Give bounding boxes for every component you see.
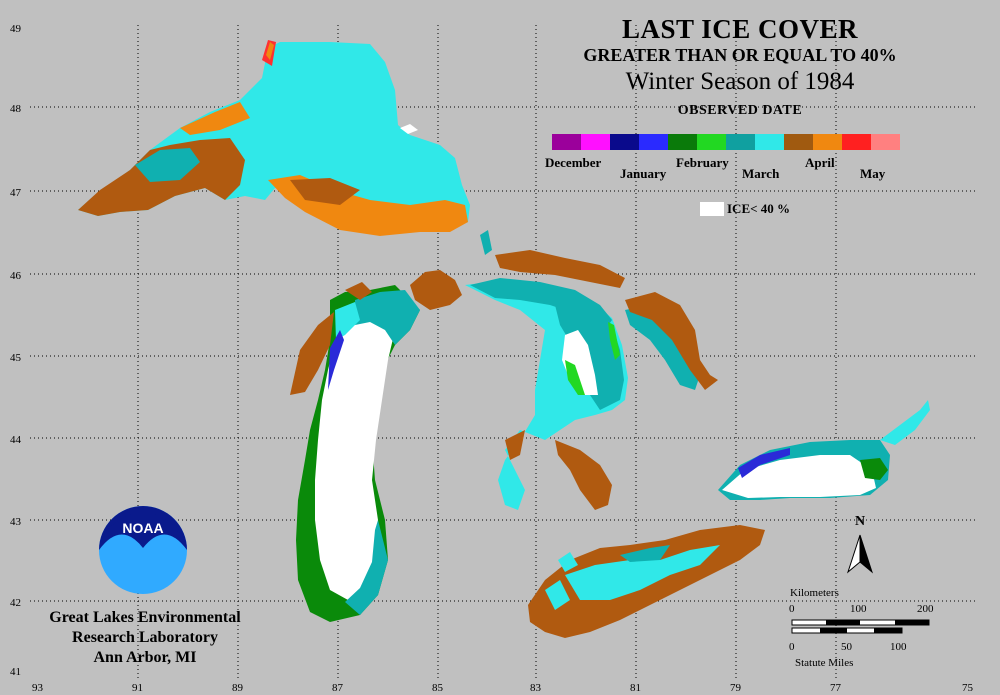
legend-heading: OBSERVED DATE: [677, 103, 803, 118]
scale-mi-title: Statute Miles: [795, 657, 854, 669]
noaa-logo-text: NOAA: [122, 520, 163, 536]
ice-lt-40-legend: ICE< 40 %: [700, 201, 790, 217]
lake-superior: [78, 40, 470, 236]
colorbar-segment: [610, 134, 639, 150]
colorbar-segment: [784, 134, 813, 150]
lat-label: 42: [10, 597, 21, 609]
scale-km-tick: 0: [789, 603, 795, 615]
lat-lon-grid: [30, 25, 975, 680]
lat-label: 49: [10, 23, 22, 35]
scale-mi-tick: 0: [789, 641, 795, 653]
ice-lt-40-swatch: [700, 202, 724, 216]
lon-label: 93: [32, 682, 44, 694]
legend-month-label: December: [545, 155, 602, 170]
org-line: Great Lakes Environmental: [49, 609, 241, 626]
legend-month-label: January: [620, 166, 667, 181]
organization-block: Great Lakes Environmental Research Labor…: [30, 608, 260, 668]
legend-month-label: May: [860, 166, 886, 181]
colorbar-segment: [697, 134, 726, 150]
colorbar-segment: [581, 134, 610, 150]
lon-label: 81: [630, 682, 641, 694]
latitude-labels: 49 48 47 46 45 44 43 42 41: [10, 23, 22, 678]
map-title: LAST ICE COVER: [621, 14, 859, 44]
colorbar-segment: [755, 134, 784, 150]
longitude-labels: 93 91 89 87 85 83 81 79 77 75: [32, 682, 974, 694]
lon-label: 83: [530, 682, 542, 694]
colorbar-segment: [842, 134, 871, 150]
lon-label: 85: [432, 682, 444, 694]
colorbar-segment: [552, 134, 581, 150]
lat-label: 44: [10, 434, 22, 446]
lon-label: 79: [730, 682, 742, 694]
lon-label: 91: [132, 682, 143, 694]
lat-label: 41: [10, 666, 21, 678]
north-channel: [480, 230, 625, 288]
lat-label: 45: [10, 352, 22, 364]
lat-label: 43: [10, 516, 22, 528]
scale-km-title: Kilometers: [790, 587, 839, 599]
scale-bar: [791, 619, 930, 634]
colorbar-segment: [639, 134, 668, 150]
org-line: Research Laboratory: [72, 629, 218, 646]
scale-km-tick: 100: [850, 603, 867, 615]
legend-month-label: April: [805, 155, 835, 170]
ice-lt-40-label: ICE< 40 %: [727, 201, 791, 216]
north-arrow-label: N: [855, 514, 865, 529]
scale-mi-tick: 50: [841, 641, 852, 653]
colorbar-segment: [813, 134, 842, 150]
lon-label: 87: [332, 682, 344, 694]
lat-label: 48: [10, 103, 22, 115]
colorbar-segment: [871, 134, 900, 150]
map-subtitle: GREATER THAN OR EQUAL TO 40%: [583, 45, 897, 65]
lat-label: 46: [10, 270, 22, 282]
lake-huron: [465, 278, 718, 510]
lake-ontario: [718, 400, 930, 500]
scale-km-tick: 200: [917, 603, 934, 615]
lon-label: 89: [232, 682, 244, 694]
lake-michigan: [290, 270, 462, 622]
legend-month-label: February: [676, 155, 729, 170]
legend-month-label: March: [742, 166, 780, 181]
season-title: Winter Season of 1984: [625, 68, 855, 95]
noaa-logo: NOAA: [99, 506, 187, 594]
lon-label: 75: [962, 682, 974, 694]
lake-erie: [528, 525, 765, 638]
title-block: LAST ICE COVER GREATER THAN OR EQUAL TO …: [540, 14, 940, 122]
observed-date-colorbar: [552, 134, 900, 150]
colorbar-segment: [726, 134, 755, 150]
org-line: Ann Arbor, MI: [93, 649, 197, 666]
scale-mi-tick: 100: [890, 641, 907, 653]
lat-label: 47: [10, 187, 22, 199]
colorbar-segment: [668, 134, 697, 150]
north-arrow-icon: N: [846, 514, 874, 574]
lon-label: 77: [830, 682, 842, 694]
